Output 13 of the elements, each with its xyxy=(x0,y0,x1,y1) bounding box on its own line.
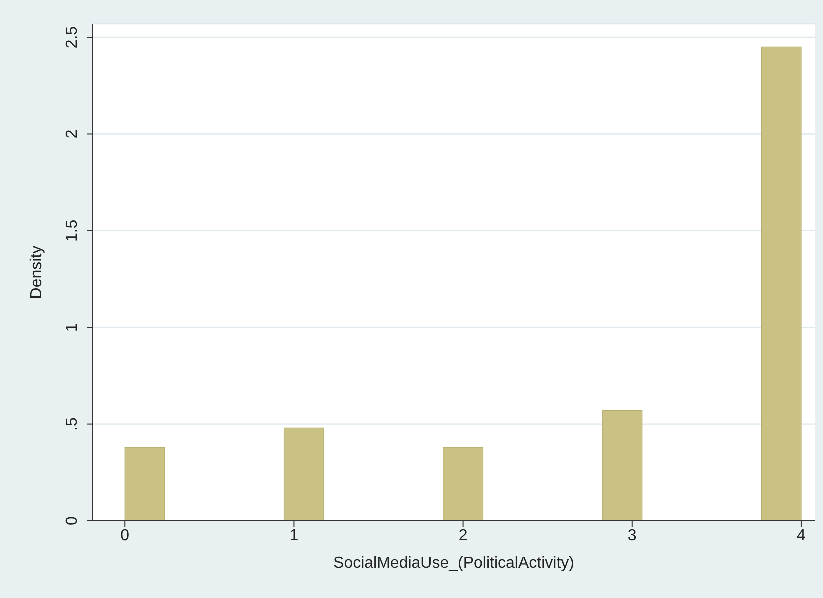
x-axis-title: SocialMediaUse_(PoliticalActivity) xyxy=(334,555,574,572)
x-tick-label: 0 xyxy=(120,527,130,544)
y-axis-title: Density xyxy=(28,246,46,300)
x-tick-label: 4 xyxy=(797,527,806,544)
y-tick-label: 2.5 xyxy=(64,26,81,49)
y-tick-label: .5 xyxy=(64,418,81,431)
y-tick-label: 1.5 xyxy=(64,220,81,242)
y-tick-label: 1 xyxy=(64,323,81,332)
x-tick-label: 3 xyxy=(628,527,637,544)
y-tick-label: 0 xyxy=(64,516,81,526)
x-tick-label: 2 xyxy=(458,527,468,544)
x-tick-label: 1 xyxy=(290,527,299,544)
y-tick-label: 2 xyxy=(64,130,81,139)
